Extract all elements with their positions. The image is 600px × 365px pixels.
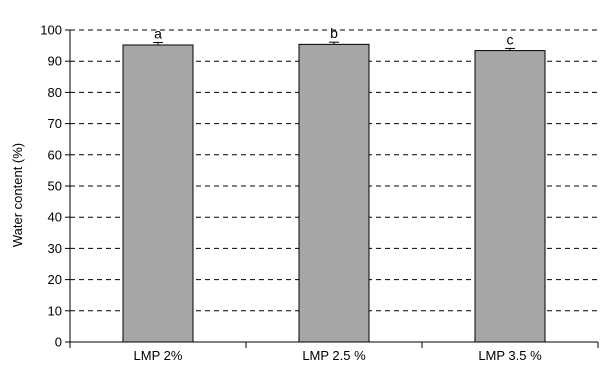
y-tick-label: 40	[48, 210, 62, 225]
y-tick-label: 20	[48, 272, 62, 287]
y-tick-label: 0	[55, 335, 62, 350]
y-tick-label: 10	[48, 303, 62, 318]
y-tick-label: 90	[48, 54, 62, 69]
significance-label: a	[154, 25, 162, 41]
bar	[122, 44, 194, 343]
bar	[298, 43, 370, 343]
bars	[122, 41, 546, 343]
x-tick-label: LMP 2%	[134, 348, 183, 363]
y-tick-label: 60	[48, 147, 62, 162]
y-tick-label: 80	[48, 85, 62, 100]
significance-label: b	[330, 25, 338, 41]
y-axis-title: Water content (%)	[10, 143, 25, 247]
bar	[474, 50, 546, 343]
labels: 0 10 20 30 40 50 60 70 80 90 100 a LMP 2% b LMP 2.5 % c…	[40, 23, 542, 364]
x-tick-label: LMP 3.5 %	[478, 348, 542, 363]
significance-label: c	[507, 31, 514, 47]
y-tick-label: 30	[48, 241, 62, 256]
y-tick-label: 50	[48, 179, 62, 194]
axes	[65, 29, 599, 348]
y-tick-label: 100	[40, 23, 62, 38]
x-tick-label: LMP 2.5 %	[302, 348, 366, 363]
y-tick-label: 70	[48, 116, 62, 131]
